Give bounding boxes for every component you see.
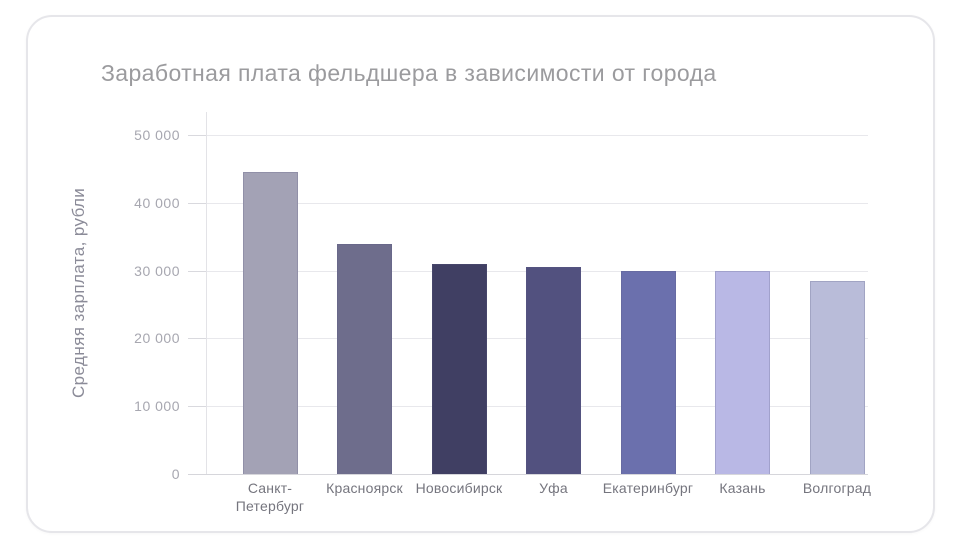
x-axis-label: Казань <box>719 480 766 496</box>
chart-title: Заработная плата фельдшера в зависимости… <box>101 60 717 86</box>
bar-5 <box>620 270 676 474</box>
y-tick-label: 40 000 <box>134 194 180 211</box>
gridline <box>206 202 868 204</box>
y-tick-label: 50 000 <box>134 127 180 143</box>
gridline <box>206 135 868 136</box>
x-axis-baseline <box>188 474 868 475</box>
y-axis-tick <box>188 202 206 204</box>
x-axis-label: Красноярск <box>326 480 403 496</box>
bar-4 <box>526 267 581 474</box>
x-axis-label: Новосибирск <box>415 480 503 496</box>
bar-3 <box>431 263 487 474</box>
bar-2 <box>337 244 392 474</box>
y-axis-tick <box>188 270 206 272</box>
y-tick-label: 0 <box>171 466 180 482</box>
y-axis-title: Средняя зарплата, рубли <box>69 187 88 399</box>
y-axis-tick <box>188 135 206 136</box>
y-tick-label: 30 000 <box>134 262 180 279</box>
x-axis-label: Екатеринбург <box>602 480 694 496</box>
y-tick-label: 10 000 <box>134 398 180 415</box>
y-axis-line <box>206 112 207 474</box>
bar-7 <box>809 280 865 474</box>
y-tick-label: 20 000 <box>134 330 180 347</box>
x-axis-label: Санкт-Петербург <box>235 480 305 515</box>
bar-1 <box>242 172 298 474</box>
y-axis-tick <box>188 406 206 408</box>
bar-6 <box>715 270 770 474</box>
x-axis-label: Волгоград <box>802 480 872 496</box>
y-axis-tick <box>188 338 206 340</box>
x-axis-label: Уфа <box>539 480 568 496</box>
